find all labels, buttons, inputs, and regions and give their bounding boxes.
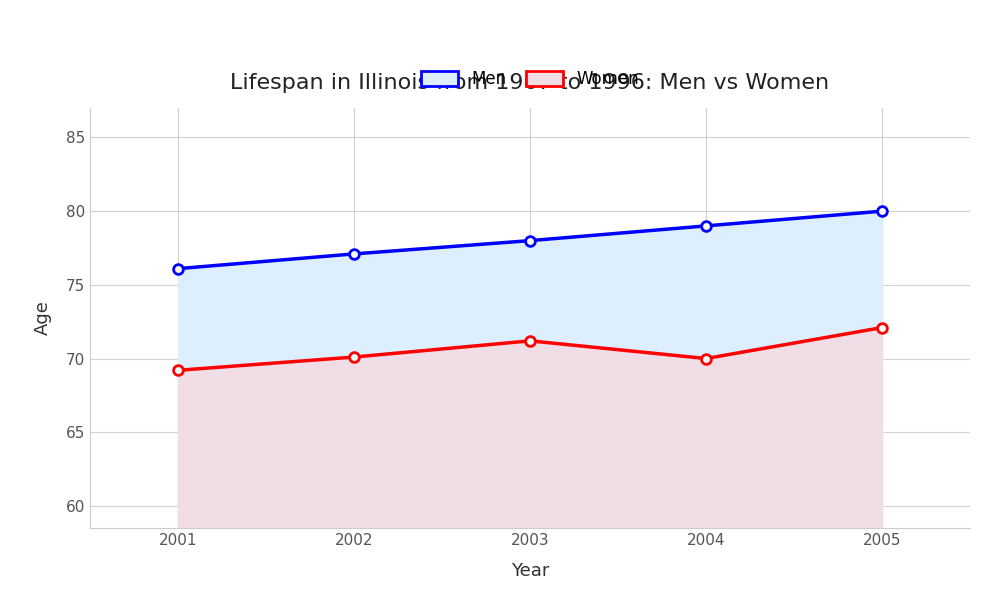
Title: Lifespan in Illinois from 1967 to 1996: Men vs Women: Lifespan in Illinois from 1967 to 1996: … — [230, 73, 830, 92]
Y-axis label: Age: Age — [34, 301, 52, 335]
X-axis label: Year: Year — [511, 562, 549, 580]
Legend: Men, Women: Men, Women — [413, 62, 647, 97]
